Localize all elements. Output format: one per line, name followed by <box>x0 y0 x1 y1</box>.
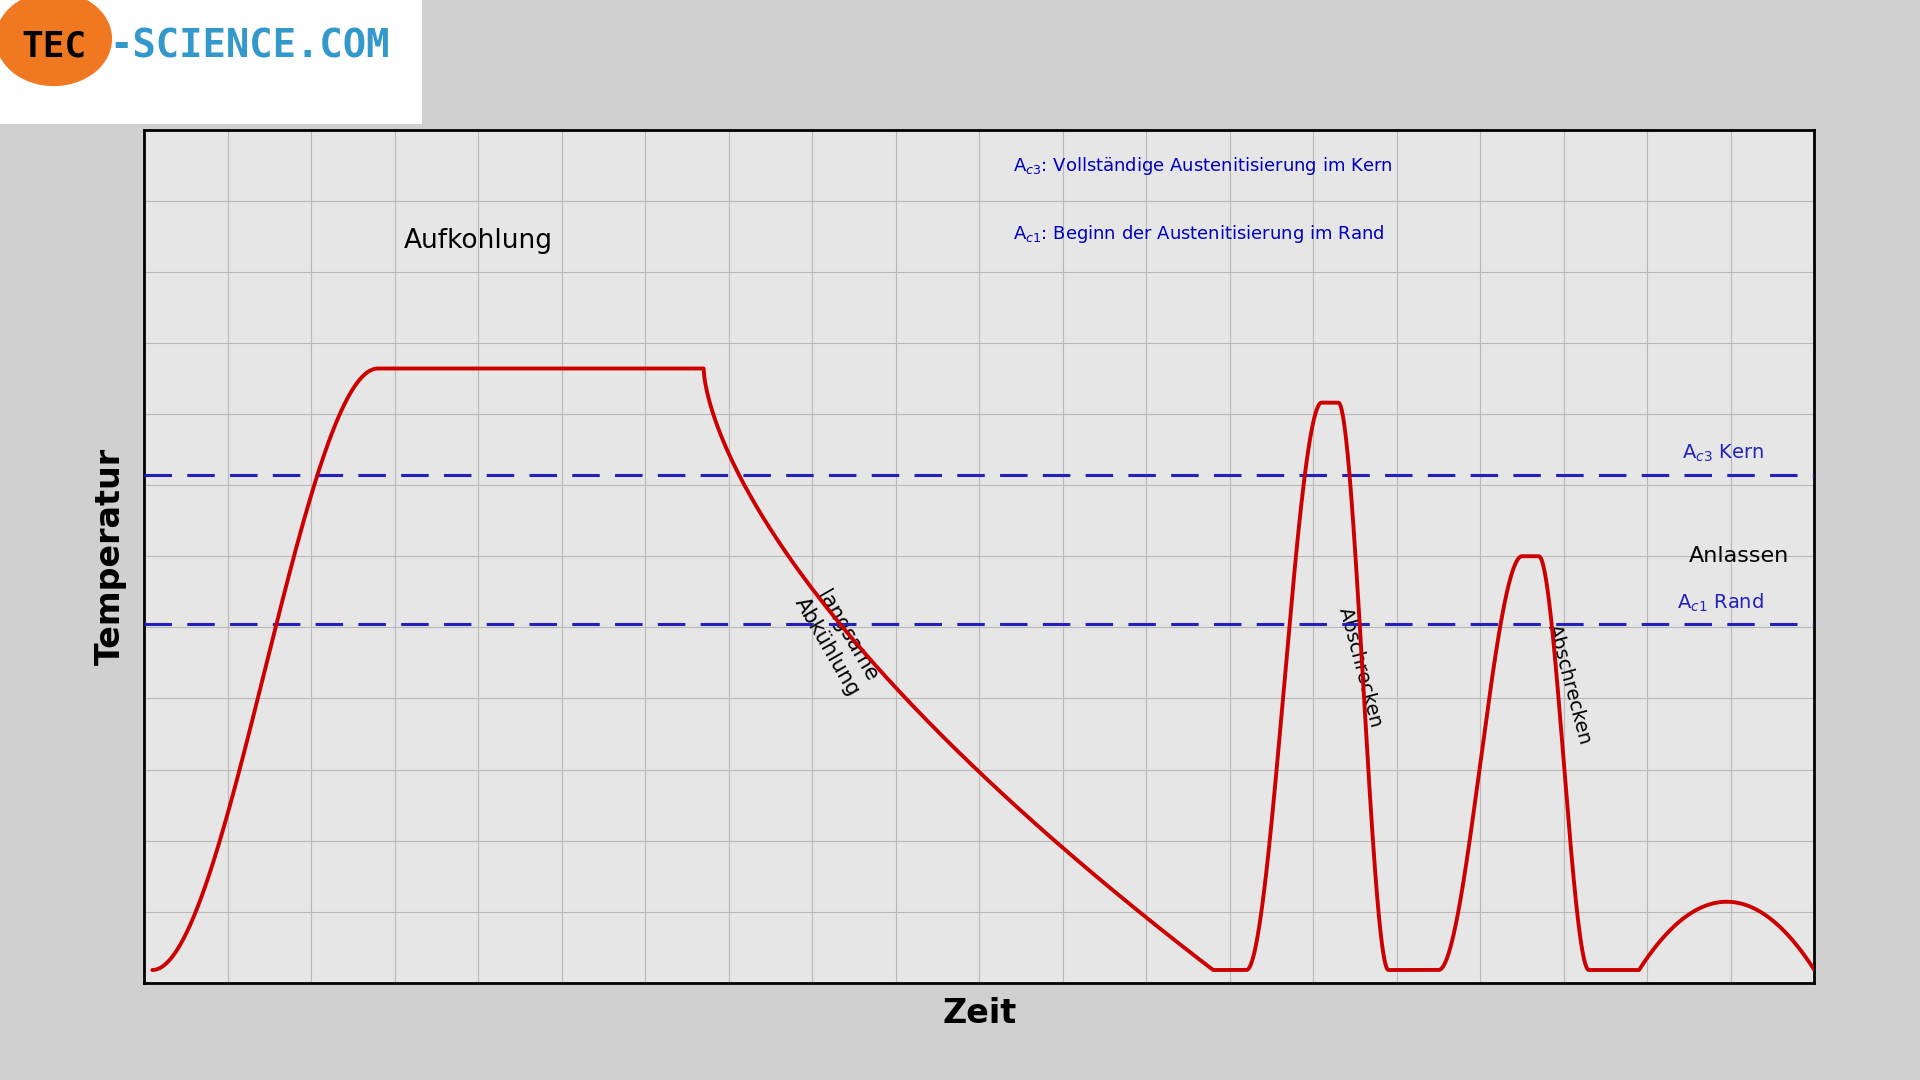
Text: Anlassen: Anlassen <box>1690 546 1789 566</box>
Text: A$_{c3}$ Kern: A$_{c3}$ Kern <box>1682 443 1764 464</box>
Text: A$_{c3}$: Vollständige Austenitisierung im Kern: A$_{c3}$: Vollständige Austenitisierung … <box>1012 156 1392 177</box>
Text: Abschrecken: Abschrecken <box>1334 605 1386 729</box>
Text: -SCIENCE.COM: -SCIENCE.COM <box>109 28 390 66</box>
Y-axis label: Temperatur: Temperatur <box>94 447 127 665</box>
X-axis label: Zeit: Zeit <box>943 997 1016 1029</box>
Text: TEC: TEC <box>21 29 86 64</box>
Text: Abschrecken: Abschrecken <box>1544 622 1594 746</box>
Text: A$_{c1}$: Beginn der Austenitisierung im Rand: A$_{c1}$: Beginn der Austenitisierung im… <box>1012 224 1384 245</box>
Text: langsame
Abkühlung: langsame Abkühlung <box>791 583 883 700</box>
Circle shape <box>0 0 111 85</box>
Text: A$_{c1}$ Rand: A$_{c1}$ Rand <box>1678 592 1764 615</box>
Text: Aufkohlung: Aufkohlung <box>403 228 553 254</box>
